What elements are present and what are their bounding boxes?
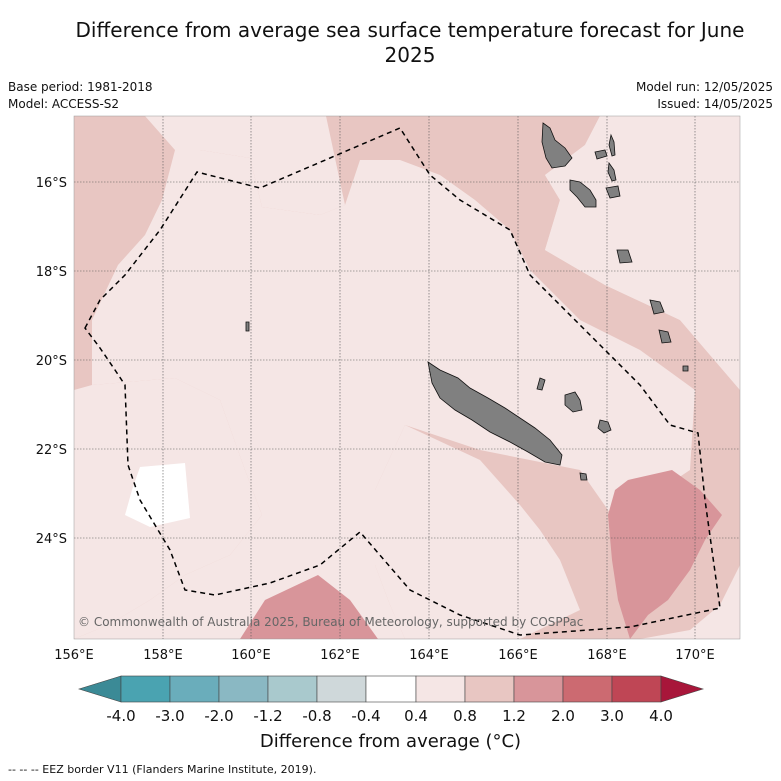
lon-tick-166e: 166°E (498, 648, 538, 663)
islet-2 (682, 365, 689, 372)
land-masses (245, 122, 689, 481)
anomaly-neutral-northeast (545, 116, 740, 390)
lon-tick-158e: 158°E (143, 648, 183, 663)
colorbar-bin-8 (464, 675, 515, 703)
lat-tick-20s: 20°S (36, 354, 67, 369)
anomaly-band-0.4-0.8-notch (145, 116, 345, 215)
colorbar-bin-7 (415, 675, 466, 703)
anomaly-band-0.4-0.8-south-central (375, 425, 580, 639)
colorbar-extend-high (660, 675, 705, 703)
vanuatu-erromango (616, 249, 633, 264)
cb-label-6: 0.4 (404, 707, 428, 725)
model-run: Model run: 12/05/2025 (635, 80, 773, 94)
anomaly-band-1.2-2.0-southeast (608, 470, 722, 639)
cb-label-10: 3.0 (600, 707, 624, 725)
loyalty-islands-2 (597, 419, 612, 434)
colorbar-bin-6 (365, 675, 417, 703)
lat-tick-22s: 22°S (36, 443, 67, 458)
meta-left: Base period: 1981-2018 Model: ACCESS-S2 (8, 79, 153, 113)
colorbar-labels: -4.0 -3.0 -2.0 -1.2 -0.8 -0.4 0.4 0.8 1.… (106, 707, 673, 725)
vanuatu-maewo (608, 133, 616, 157)
eez-border (84, 127, 721, 636)
model-name: Model: ACCESS-S2 (8, 97, 120, 111)
lat-tick-16s: 16°S (36, 176, 67, 191)
cb-label-3: -1.2 (253, 707, 282, 725)
vanuatu-aneityum (658, 329, 672, 344)
lon-tick-156e: 156°E (54, 648, 94, 663)
lon-tick-170e: 170°E (675, 648, 715, 663)
colorbar-bin-1 (120, 675, 171, 703)
colorbar-bin-4 (267, 675, 318, 703)
cb-label-5: -0.4 (351, 707, 380, 725)
anomaly-band-1.2-2.0-south (240, 575, 378, 639)
loyalty-islands-3 (536, 377, 546, 391)
cb-label-9: 2.0 (551, 707, 575, 725)
colorbar-bin-11 (611, 675, 662, 703)
vanuatu-pentecost (607, 161, 617, 182)
colorbar (77, 675, 705, 703)
copyright-notice: © Commonwealth of Australia 2025, Bureau… (78, 615, 583, 629)
cb-label-1: -3.0 (155, 707, 184, 725)
lat-ticks: 16°S 18°S 20°S 22°S 24°S (36, 176, 67, 547)
vanuatu-tanna (649, 299, 665, 315)
colorbar-extend-low (77, 675, 122, 703)
map-area (74, 116, 740, 639)
anomaly-neutral-patch (125, 463, 190, 527)
cb-label-7: 0.8 (453, 707, 477, 725)
vanuatu-efate (605, 185, 621, 199)
lon-tick-168e: 168°E (587, 648, 627, 663)
lon-tick-162e: 162°E (320, 648, 360, 663)
cb-label-11: 4.0 (649, 707, 673, 725)
isle-of-pines (579, 472, 588, 481)
colorbar-bin-5 (316, 675, 367, 703)
eez-legend-note: -- -- -- EEZ border V11 (Flanders Marine… (8, 763, 317, 776)
colorbar-bin-10 (562, 675, 613, 703)
vanuatu-espiritu-santo (541, 122, 573, 169)
lon-tick-160e: 160°E (231, 648, 271, 663)
cb-label-0: -4.0 (106, 707, 135, 725)
gridlines (74, 116, 740, 639)
new-caledonia (427, 361, 563, 466)
vanuatu-malakula (569, 179, 597, 208)
lon-ticks: 156°E 158°E 160°E 162°E 164°E 166°E 168°… (54, 648, 715, 663)
cb-label-8: 1.2 (502, 707, 526, 725)
loyalty-islands-1 (564, 391, 583, 413)
colorbar-bin-2 (169, 675, 220, 703)
cb-label-2: -2.0 (204, 707, 233, 725)
lon-tick-164e: 164°E (409, 648, 449, 663)
lat-tick-18s: 18°S (36, 265, 67, 280)
colorbar-bin-3 (218, 675, 269, 703)
lat-tick-24s: 24°S (36, 532, 67, 547)
issued-date: Issued: 14/05/2025 (657, 97, 773, 111)
meta-right: Model run: 12/05/2025 Issued: 14/05/2025 (636, 79, 773, 113)
colorbar-title: Difference from average (°C) (259, 731, 522, 752)
islet-1 (245, 321, 250, 332)
colorbar-bin-9 (513, 675, 564, 703)
map-frame (73, 115, 741, 640)
cb-label-4: -0.8 (302, 707, 331, 725)
vanuatu-ambae (594, 149, 608, 160)
map-title: Difference from average sea surface temp… (75, 18, 745, 67)
base-period: Base period: 1981-2018 (8, 80, 153, 94)
